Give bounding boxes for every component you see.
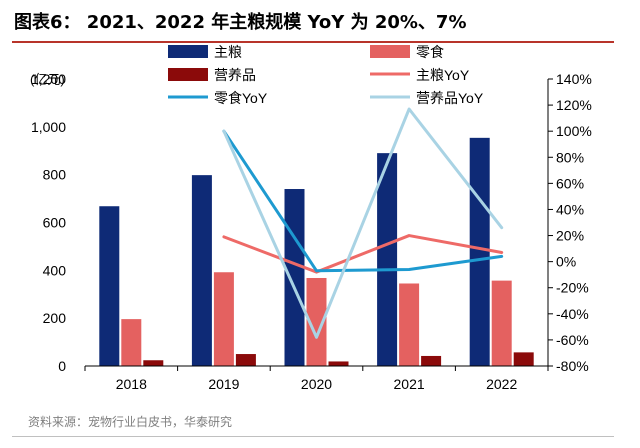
x-tick-label: 2021 <box>394 376 425 392</box>
bar-snack-2022 <box>491 280 512 366</box>
y-right-tick-label: -80% <box>556 358 589 374</box>
bar-snack-2018 <box>121 319 142 366</box>
y-left-tick-label: 0 <box>58 358 66 374</box>
y-right-tick-label: 80% <box>556 149 584 165</box>
bar-nutrition-2021 <box>421 355 442 366</box>
bar-snack-2021 <box>399 283 420 366</box>
y-right-tick-label: 40% <box>556 201 584 217</box>
x-tick-label: 2018 <box>116 376 147 392</box>
y-left-tick-label: 600 <box>43 215 67 231</box>
legend-swatch-1 <box>370 45 410 58</box>
y-left-tick-label: 1,200 <box>31 71 66 87</box>
title-rule <box>12 41 614 43</box>
legend-label-0: 主粮 <box>214 44 242 60</box>
y-left-tick-label: 1,000 <box>31 119 66 135</box>
bar-staple-2018 <box>99 206 120 366</box>
y-right-tick-label: 60% <box>556 175 584 191</box>
legend-label-2: 营养品 <box>214 67 256 83</box>
line-nutrition-yoy <box>222 107 504 339</box>
legend-label-4: 零食YoY <box>214 90 268 106</box>
x-tick-label: 2019 <box>208 376 239 392</box>
y-right-tick-label: 120% <box>556 97 592 113</box>
x-tick-label: 2020 <box>301 376 332 392</box>
chart-title: 图表6： 2021、2022 年主粮规模 YoY 为 20%、7% <box>14 12 467 33</box>
bar-nutrition-2020 <box>328 361 349 366</box>
legend-swatch-0 <box>168 45 208 58</box>
y-right-tick-label: 20% <box>556 228 584 244</box>
source-rule <box>12 436 614 437</box>
y-right-tick-label: 140% <box>556 71 592 87</box>
y-left-tick-label: 800 <box>43 167 67 183</box>
legend-label-5: 营养品YoY <box>416 90 484 106</box>
y-right-tick-label: 0% <box>556 254 576 270</box>
y-left-unit: (亿元) <box>30 72 65 87</box>
bar-nutrition-2018 <box>143 360 164 366</box>
bar-staple-2020 <box>284 189 305 366</box>
bar-snack-2020 <box>306 277 327 366</box>
x-tick-label: 2022 <box>486 376 517 392</box>
y-right-tick-label: -20% <box>556 280 589 296</box>
y-right-tick-label: -60% <box>556 332 589 348</box>
chart: 0 200 400 600 800 1,000 1,200(亿元) -80% -60% -40% -… <box>30 44 592 392</box>
bar-staple-2022 <box>469 137 490 366</box>
bar-staple-2019 <box>191 175 212 366</box>
y-right-tick-label: -40% <box>556 306 589 322</box>
y-right-tick-label: 100% <box>556 123 592 139</box>
bar-staple-2021 <box>377 153 398 366</box>
legend-label-3: 主粮YoY <box>416 67 470 83</box>
bar-snack-2019 <box>213 272 234 366</box>
bar-nutrition-2019 <box>235 354 256 366</box>
line-staple-yoy <box>222 234 504 274</box>
y-left-tick-label: 400 <box>43 262 67 278</box>
bar-nutrition-2022 <box>513 352 534 366</box>
y-left-tick-label: 200 <box>43 310 67 326</box>
source-note: 资料来源：宠物行业白皮书，华泰研究 <box>28 415 233 429</box>
legend-label-1: 零食 <box>416 44 444 60</box>
legend-swatch-2 <box>168 68 208 81</box>
line-snack-yoy <box>222 129 504 273</box>
